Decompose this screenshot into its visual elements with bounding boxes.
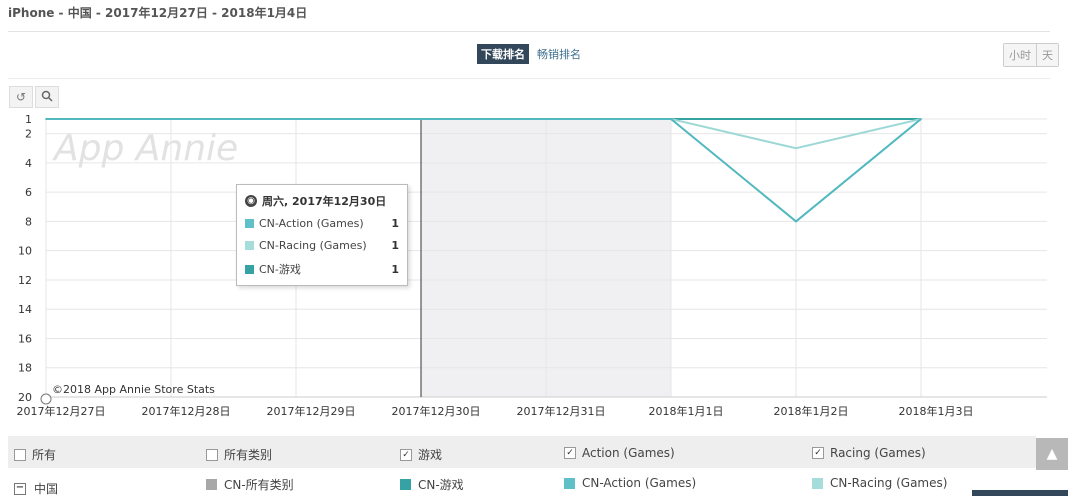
tooltip-series-name: CN-Racing (Games) — [259, 239, 367, 252]
toolbar-divider — [8, 78, 1050, 79]
tooltip-series-value: 1 — [391, 262, 399, 276]
reset-icon: ↺ — [15, 90, 27, 104]
x-tick-label: 2017年12月29日 — [267, 404, 356, 418]
reset-zoom-button[interactable]: ↺ — [9, 86, 33, 108]
x-tick-label: 2017年12月30日 — [392, 404, 481, 418]
x-tick-label: 2017年12月31日 — [517, 404, 606, 418]
filter-games-label: 游戏 — [418, 448, 443, 462]
x-tick-label: 2018年1月1日 — [649, 404, 724, 418]
header-divider — [8, 31, 1050, 32]
data-point — [295, 118, 297, 120]
x-tick-label: 2018年1月2日 — [774, 404, 849, 418]
page-title: iPhone - 中国 - 2017年12月27日 - 2018年1月4日 — [8, 6, 308, 20]
filter-games[interactable]: ✓ 游戏 — [400, 446, 442, 463]
bottom-bar — [972, 490, 1068, 496]
chart-tooltip: ◉ 周六, 2017年12月30日 CN-Action (Games) 1 CN… — [236, 184, 408, 286]
copyright-text: ©2018 App Annie Store Stats — [52, 383, 215, 396]
data-point — [670, 118, 672, 120]
tooltip-series-name: CN-游戏 — [259, 263, 301, 276]
y-tick-label: 2 — [25, 128, 32, 141]
legend-series-action[interactable]: CN-Action (Games) — [564, 476, 696, 490]
series-legend-row: − 中国 CN-所有类别 CN-游戏 CN-Action (Games) CN-… — [8, 470, 1036, 496]
legend-series-racing-label: CN-Racing (Games) — [830, 476, 948, 490]
tooltip-row: CN-Action (Games) 1 — [245, 217, 399, 230]
watermark: App Annie — [52, 128, 238, 169]
y-tick-label: 4 — [25, 157, 32, 170]
y-tick-label: 8 — [25, 215, 32, 228]
x-tick-label: 2018年1月3日 — [899, 404, 974, 418]
series-line — [46, 118, 922, 223]
country-row[interactable]: − 中国 — [14, 480, 58, 497]
range-handle-icon — [40, 393, 52, 405]
y-tick-label: 1 — [25, 113, 32, 126]
legend-swatch — [812, 477, 823, 489]
legend-series-action-label: CN-Action (Games) — [582, 476, 697, 490]
filter-all-categories-label: 所有类别 — [224, 448, 273, 462]
tooltip-row: CN-游戏 1 — [245, 261, 399, 277]
filter-all-label: 所有 — [32, 448, 57, 462]
arrow-up-icon: ▲ — [1046, 446, 1058, 462]
tab-grossing-rank[interactable]: 畅销排名 — [537, 48, 581, 61]
granularity-toggle: 小时 天 — [1003, 43, 1059, 67]
tooltip-series-value: 1 — [391, 239, 399, 252]
day-button[interactable]: 天 — [1036, 44, 1058, 66]
x-tick-label: 2017年12月27日 — [17, 404, 106, 418]
legend-filter-bar: 所有 所有类别 ✓ 游戏 ✓ Action (Games) ✓ Racing (… — [8, 436, 1036, 468]
zoom-icon — [41, 90, 53, 105]
hour-button[interactable]: 小时 — [1004, 44, 1036, 66]
y-tick-label: 20 — [18, 391, 32, 404]
rank-type-tabs: 下载排名 畅销排名 — [477, 44, 585, 64]
y-tick-label: 14 — [18, 303, 32, 316]
country-label: 中国 — [34, 482, 59, 496]
checkbox-games[interactable]: ✓ — [400, 448, 412, 461]
legend-series-games[interactable]: CN-游戏 — [400, 476, 464, 493]
legend-series-racing[interactable]: CN-Racing (Games) — [812, 476, 947, 490]
filter-all[interactable]: 所有 — [14, 446, 56, 463]
legend-series-games-label: CN-游戏 — [418, 478, 464, 492]
legend-swatch — [400, 479, 411, 490]
filter-action[interactable]: ✓ Action (Games) — [564, 446, 675, 460]
data-point — [920, 118, 922, 120]
tooltip-swatch — [245, 219, 254, 228]
filter-racing-label: Racing (Games) — [830, 446, 926, 460]
globe-icon: ◉ — [245, 195, 257, 207]
checkbox-racing[interactable]: ✓ — [812, 447, 824, 459]
data-point — [795, 220, 797, 223]
data-point — [795, 118, 797, 120]
tooltip-swatch — [245, 241, 254, 250]
data-point — [545, 118, 547, 120]
y-tick-label: 12 — [18, 274, 32, 287]
checkbox-all[interactable] — [14, 448, 26, 461]
legend-series-all[interactable]: CN-所有类别 — [206, 476, 294, 493]
tooltip-row: CN-Racing (Games) 1 — [245, 239, 399, 252]
tooltip-series-value: 1 — [391, 217, 399, 230]
data-point — [420, 118, 422, 120]
y-tick-label: 16 — [18, 332, 32, 345]
data-point — [45, 118, 47, 120]
legend-series-all-label: CN-所有类别 — [224, 478, 294, 492]
tooltip-swatch — [245, 264, 254, 274]
tooltip-date: 周六, 2017年12月30日 — [262, 195, 387, 208]
y-tick-label: 10 — [18, 245, 32, 258]
filter-racing[interactable]: ✓ Racing (Games) — [812, 446, 926, 460]
collapse-icon[interactable]: − — [14, 481, 26, 495]
data-point — [170, 118, 172, 120]
tooltip-header: ◉ 周六, 2017年12月30日 — [245, 193, 386, 209]
filter-action-label: Action (Games) — [582, 446, 675, 460]
data-point — [795, 147, 797, 150]
zoom-button[interactable] — [35, 86, 59, 108]
y-tick-label: 6 — [25, 186, 32, 199]
x-tick-label: 2017年12月28日 — [142, 404, 231, 418]
checkbox-all-categories[interactable] — [206, 448, 218, 461]
scroll-to-top-button[interactable]: ▲ — [1036, 438, 1068, 470]
legend-swatch — [206, 479, 217, 490]
tab-download-rank[interactable]: 下载排名 — [477, 44, 529, 64]
filter-all-categories[interactable]: 所有类别 — [206, 446, 272, 463]
checkbox-action[interactable]: ✓ — [564, 447, 576, 459]
tooltip-series-name: CN-Action (Games) — [259, 217, 364, 230]
y-tick-label: 18 — [18, 362, 32, 375]
legend-swatch — [564, 477, 575, 489]
